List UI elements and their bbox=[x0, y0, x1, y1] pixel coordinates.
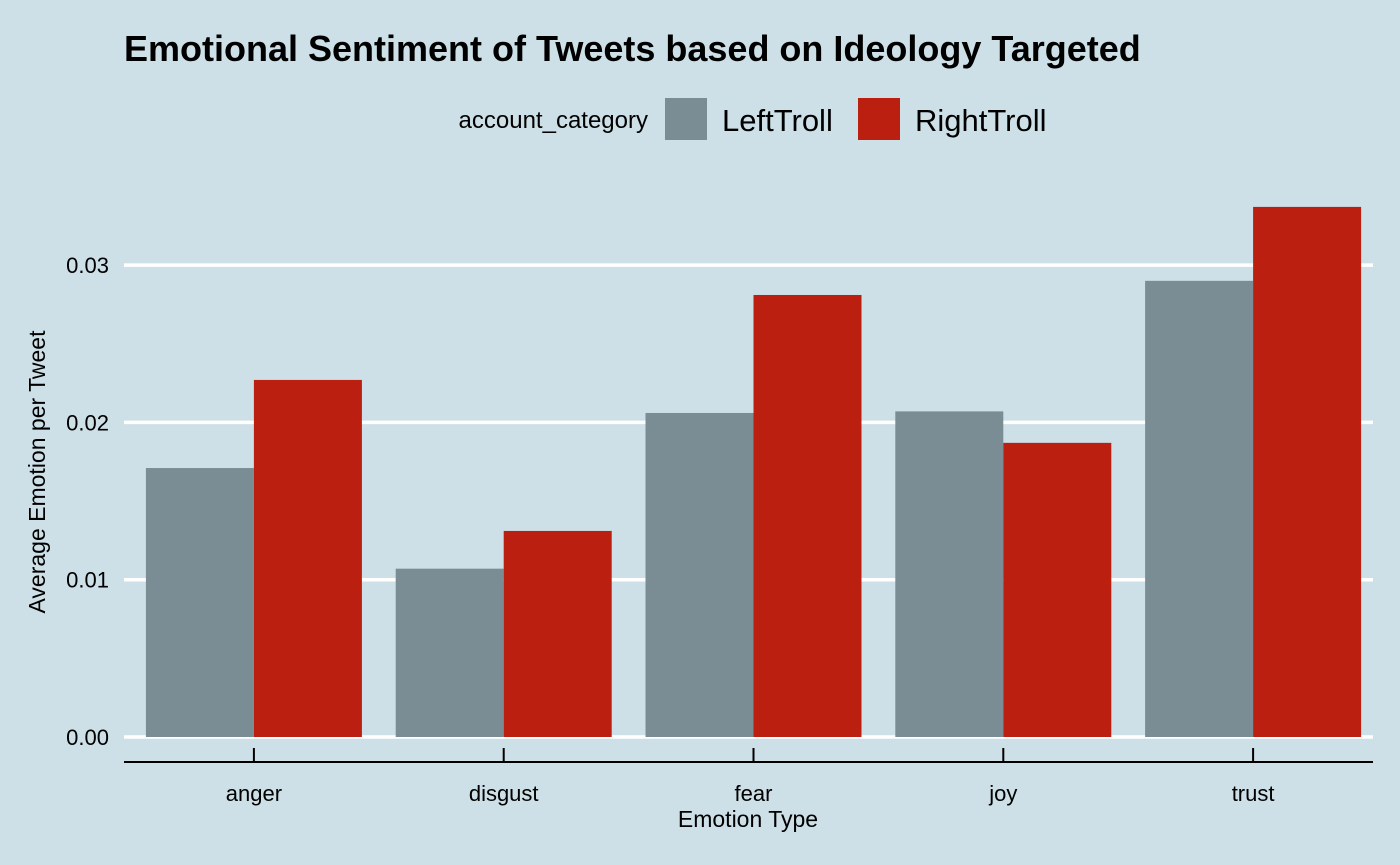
bar-righttroll-trust bbox=[1253, 206, 1362, 738]
bars bbox=[145, 206, 1362, 738]
bar-lefttroll-joy bbox=[895, 411, 1004, 737]
legend-swatch-righttroll bbox=[858, 98, 900, 140]
bar-righttroll-disgust bbox=[503, 530, 612, 737]
x-tick-label: anger bbox=[226, 781, 282, 806]
bar-lefttroll-disgust bbox=[395, 568, 504, 737]
bar-lefttroll-anger bbox=[145, 468, 254, 737]
x-axis-ticks: anger disgust fear joy trust bbox=[226, 748, 1275, 806]
y-axis-title: Average Emotion per Tweet bbox=[24, 330, 50, 614]
y-tick-label: 0.00 bbox=[66, 725, 109, 750]
y-tick-label: 0.03 bbox=[66, 253, 109, 278]
y-axis-ticks: 0.00 0.01 0.02 0.03 bbox=[66, 253, 109, 750]
legend-title: account_category bbox=[459, 107, 648, 134]
legend: account_category LeftTroll RightTroll bbox=[459, 98, 1047, 140]
x-tick-label: trust bbox=[1232, 781, 1275, 806]
chart-title: Emotional Sentiment of Tweets based on I… bbox=[124, 28, 1141, 69]
x-axis-title: Emotion Type bbox=[678, 806, 818, 832]
legend-swatch-lefttroll bbox=[665, 98, 707, 140]
y-tick-label: 0.01 bbox=[66, 568, 109, 593]
bar-righttroll-anger bbox=[253, 379, 362, 737]
legend-label-lefttroll: LeftTroll bbox=[722, 103, 833, 138]
bar-lefttroll-trust bbox=[1145, 280, 1254, 737]
x-tick-label: joy bbox=[988, 781, 1017, 806]
bar-righttroll-fear bbox=[753, 294, 862, 737]
x-tick-label: fear bbox=[735, 781, 773, 806]
x-tick-label: disgust bbox=[469, 781, 539, 806]
bar-righttroll-joy bbox=[1003, 442, 1112, 737]
bar-lefttroll-fear bbox=[645, 412, 754, 737]
y-tick-label: 0.02 bbox=[66, 410, 109, 435]
legend-label-righttroll: RightTroll bbox=[915, 103, 1047, 138]
